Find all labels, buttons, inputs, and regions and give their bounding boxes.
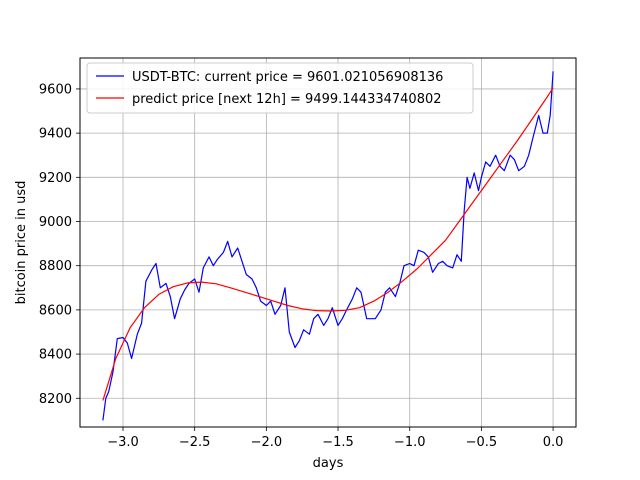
y-axis-label: bitcoin price in usd <box>14 181 29 305</box>
legend-label-0: USDT-BTC: current price = 9601.021056908… <box>132 70 443 85</box>
y-tick-label: 8800 <box>39 259 72 274</box>
legend: USDT-BTC: current price = 9601.021056908… <box>86 62 474 114</box>
y-tick-label: 9600 <box>39 82 72 97</box>
series-line-1 <box>102 87 554 401</box>
x-tick-label: 0.0 <box>543 435 564 450</box>
x-tick-label: −3.0 <box>107 435 139 450</box>
x-tick-label: −1.0 <box>394 435 426 450</box>
legend-label-1: predict price [next 12h] = 9499.14433474… <box>132 92 442 107</box>
series-line-0 <box>102 71 554 421</box>
series-layer <box>102 71 554 421</box>
y-tick-label: 9200 <box>39 171 72 186</box>
y-tick-label: 9000 <box>39 215 72 230</box>
legend-box <box>86 62 474 114</box>
x-tick-label: −2.0 <box>251 435 283 450</box>
x-tick-label: −0.5 <box>466 435 498 450</box>
y-tick-label: 8400 <box>39 348 72 363</box>
axes-frame <box>79 57 577 428</box>
y-tick-label: 8200 <box>39 392 72 407</box>
ticks: −3.0 −2.5 −2.0 −1.5 −1.0 −0.5 0.0 8200 8400 8600 8… <box>39 82 564 450</box>
x-tick-label: −2.5 <box>179 435 211 450</box>
x-tick-label: −1.5 <box>322 435 354 450</box>
y-tick-label: 8600 <box>39 303 72 318</box>
y-tick-label: 9400 <box>39 127 72 142</box>
x-axis-label: days <box>313 456 344 471</box>
